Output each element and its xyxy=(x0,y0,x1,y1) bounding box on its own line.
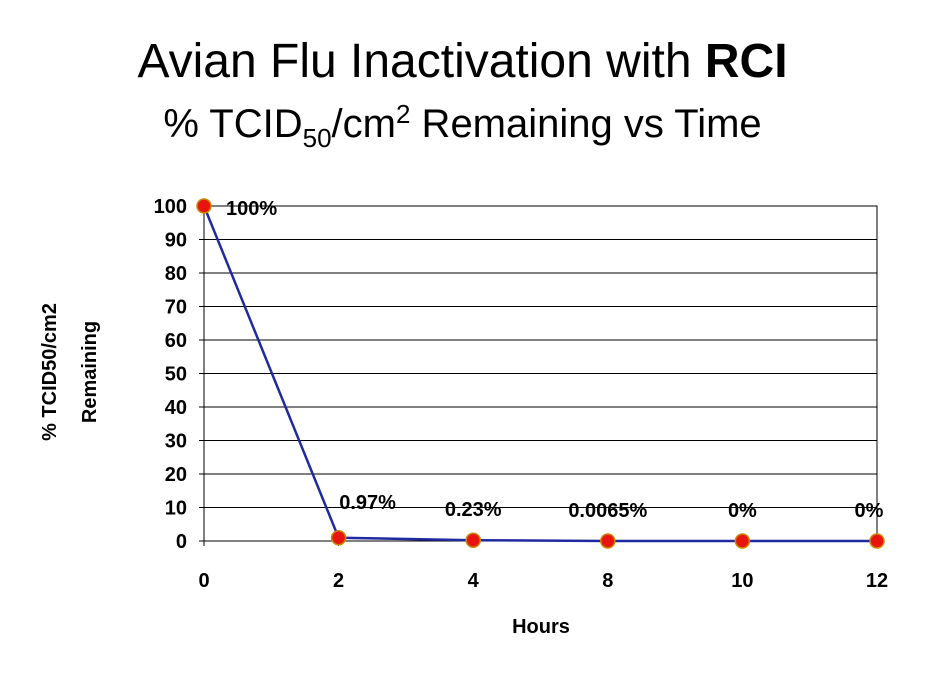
data-point xyxy=(869,533,885,549)
data-label: 0.97% xyxy=(339,492,396,514)
x-tick-label: 4 xyxy=(468,570,480,592)
y-tick-label: 10 xyxy=(165,498,187,520)
y-tick-label: 80 xyxy=(165,263,187,285)
data-label: 0% xyxy=(855,500,884,522)
y-tick-label: 30 xyxy=(165,431,187,453)
data-label: 0.0065% xyxy=(568,500,647,522)
x-tick-label: 2 xyxy=(333,570,344,592)
data-point xyxy=(600,533,616,549)
series-1 xyxy=(202,205,877,543)
x-tick-label: 8 xyxy=(602,570,613,592)
y-axis-label: % TCID50/cm2 Remaining xyxy=(39,303,101,441)
y-axis-ticks: 0 10 20 30 40 50 60 70 80 90 100 xyxy=(154,196,204,553)
data-point xyxy=(734,533,751,549)
y-tick-label: 90 xyxy=(165,230,187,252)
y-axis-label-line1: % TCID50/cm2 xyxy=(39,303,61,441)
data-point xyxy=(465,532,481,548)
data-point xyxy=(330,530,347,546)
series-line xyxy=(202,205,877,543)
x-axis-ticks: 0 2 4 8 10 12 xyxy=(198,541,888,592)
chart-subtitle: % TCID50/cm2 Remaining vs Time xyxy=(163,99,762,153)
x-tick-label: 10 xyxy=(731,570,753,592)
y-tick-label: 40 xyxy=(165,397,187,419)
series-1-markers xyxy=(196,198,885,549)
data-point xyxy=(196,198,212,214)
y-axis-label-line2: Remaining xyxy=(79,321,101,423)
chart-title: Avian Flu Inactivation with RCI xyxy=(137,35,788,88)
x-axis-label: Hours xyxy=(512,616,570,638)
y-tick-label: 50 xyxy=(165,364,187,386)
x-tick-label: 12 xyxy=(866,570,888,592)
gridlines xyxy=(204,205,877,542)
chart-title-bold: RCI xyxy=(704,35,788,88)
data-label: 100% xyxy=(226,198,277,220)
data-labels: 100% 0.97% 0.23% 0.0065% 0% 0% xyxy=(226,198,884,522)
y-tick-label: 0 xyxy=(176,531,187,553)
x-tick-label: 0 xyxy=(198,570,209,592)
y-tick-label: 20 xyxy=(165,464,187,486)
y-tick-label: 100 xyxy=(154,196,187,218)
data-label: 0.23% xyxy=(445,499,502,521)
y-tick-label: 70 xyxy=(165,297,187,319)
data-label: 0% xyxy=(728,500,757,522)
y-tick-label: 60 xyxy=(165,330,187,352)
